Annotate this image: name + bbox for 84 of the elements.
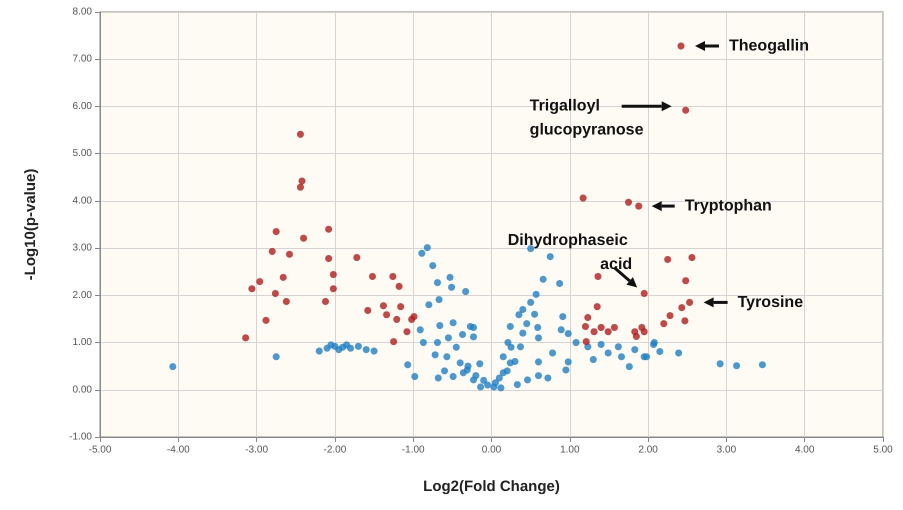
y-tick-label: 0.00 xyxy=(72,384,92,396)
point xyxy=(268,248,276,255)
annotation: Dihydrophaseic acid xyxy=(508,232,632,273)
point xyxy=(272,290,279,297)
point xyxy=(408,316,416,323)
point xyxy=(604,328,612,336)
point xyxy=(664,256,672,263)
point xyxy=(248,285,256,292)
point xyxy=(660,320,668,328)
y-tick-label: 8.00 xyxy=(72,6,92,18)
x-tick-label: 2.00 xyxy=(638,444,658,456)
x-tick-label: 1.00 xyxy=(560,444,580,456)
point xyxy=(682,106,690,114)
point xyxy=(677,42,684,50)
point xyxy=(325,255,332,262)
point xyxy=(282,298,290,305)
point xyxy=(625,198,632,206)
point xyxy=(397,303,404,310)
point xyxy=(403,328,410,336)
point xyxy=(296,184,304,191)
point xyxy=(594,303,601,310)
x-tick-label: 3.00 xyxy=(716,444,737,456)
point xyxy=(262,316,270,324)
point xyxy=(368,272,376,280)
point xyxy=(688,254,696,262)
point xyxy=(272,228,280,236)
point xyxy=(396,282,403,290)
x-axis-title: Log2(Fold Change) xyxy=(423,478,560,495)
point xyxy=(582,338,590,346)
point xyxy=(286,250,293,258)
y-tick-label: 7.00 xyxy=(72,54,92,65)
annotation: Tyrosine xyxy=(738,294,804,311)
y-tick-label: 4.00 xyxy=(72,195,92,206)
x-tick-label: 4.00 xyxy=(794,444,815,456)
point xyxy=(298,178,306,185)
annotation: Theogallin xyxy=(728,38,809,54)
point xyxy=(640,328,648,336)
point xyxy=(594,272,602,280)
annotation: Tryptophan xyxy=(684,198,772,215)
y-tick-label: 2.00 xyxy=(72,290,92,301)
point xyxy=(393,316,400,323)
x-tick-label: 0.00 xyxy=(482,444,502,456)
point xyxy=(325,226,332,233)
point xyxy=(610,324,618,331)
point xyxy=(256,278,264,286)
point xyxy=(364,306,372,314)
point xyxy=(353,254,360,262)
point xyxy=(296,130,304,138)
point xyxy=(686,298,694,306)
x-tick-label: -2.00 xyxy=(324,444,347,456)
point xyxy=(640,290,648,297)
point xyxy=(300,234,308,242)
point xyxy=(590,328,598,336)
point xyxy=(682,277,690,284)
point xyxy=(635,202,642,210)
point xyxy=(390,338,398,346)
point xyxy=(584,314,592,322)
point xyxy=(580,194,587,202)
point xyxy=(389,272,396,280)
annotation: Trigalloyl glucopyranose xyxy=(530,98,644,139)
point xyxy=(322,298,330,305)
point xyxy=(666,312,674,320)
y-tick-label: 1.00 xyxy=(72,337,92,348)
point xyxy=(242,334,250,342)
point xyxy=(681,317,688,324)
point xyxy=(380,302,387,310)
x-tick-label: 5.00 xyxy=(873,444,894,456)
y-tick-label: 3.00 xyxy=(72,242,92,254)
x-tick-label: -1.00 xyxy=(402,444,426,456)
point xyxy=(330,271,337,278)
y-axis-title: -Log10(p-value) xyxy=(22,168,39,280)
x-tick-label: -3.00 xyxy=(245,444,268,456)
point xyxy=(383,311,390,318)
point xyxy=(582,323,589,330)
y-tick-label: 5.00 xyxy=(72,148,92,160)
point xyxy=(632,332,640,340)
y-tick-label: -1.00 xyxy=(69,432,92,442)
y-tick-label: 6.00 xyxy=(72,100,92,112)
point xyxy=(598,324,605,331)
point xyxy=(678,304,686,312)
point xyxy=(330,285,337,292)
x-tick-label: -4.00 xyxy=(166,444,190,456)
x-tick-label: -5.00 xyxy=(88,444,112,456)
point xyxy=(280,274,287,281)
